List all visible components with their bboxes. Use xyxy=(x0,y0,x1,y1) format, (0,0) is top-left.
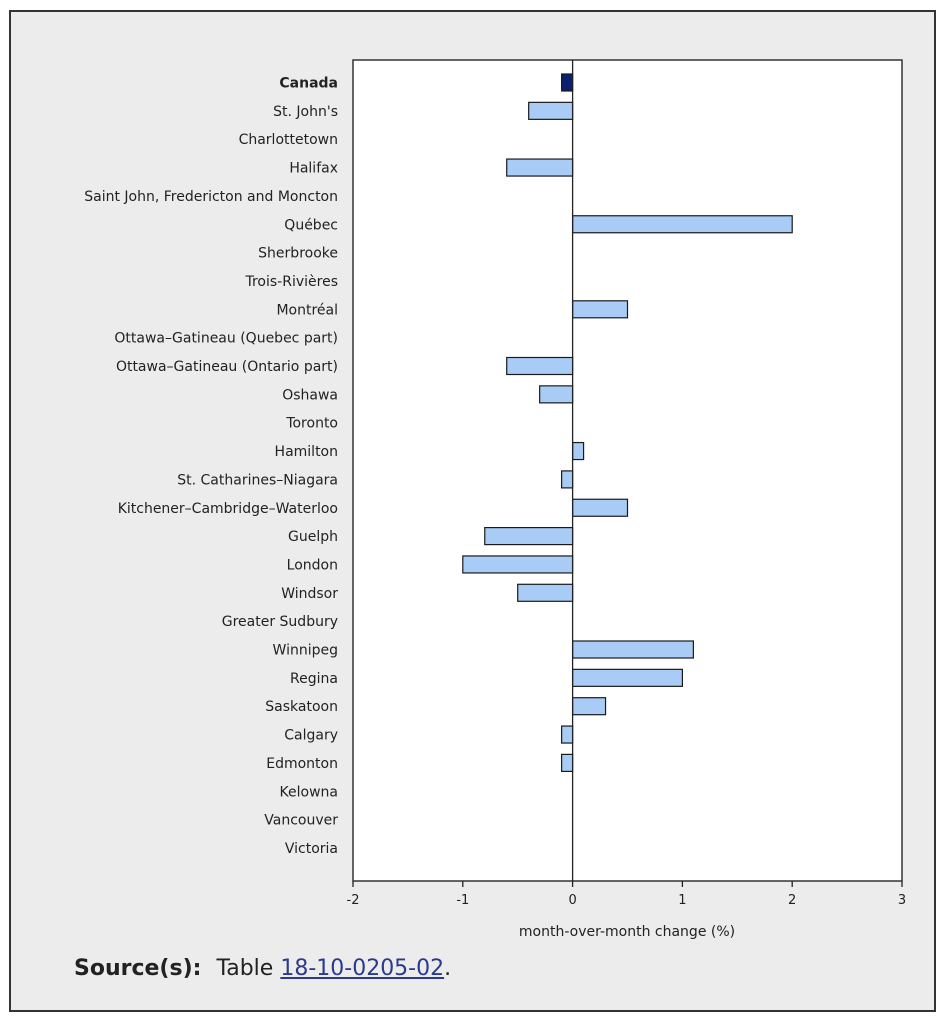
category-label: Hamilton xyxy=(275,444,338,460)
source-prefix: Table xyxy=(216,956,274,981)
category-label: Ottawa–Gatineau (Ontario part) xyxy=(116,359,338,375)
bar xyxy=(462,555,574,574)
category-label: Victoria xyxy=(285,841,338,857)
bars-layer xyxy=(462,73,793,773)
bar xyxy=(571,300,629,319)
category-label: Trois-Rivières xyxy=(244,274,338,290)
category-label: Regina xyxy=(290,671,338,687)
source-suffix: . xyxy=(444,956,452,981)
category-label: Toronto xyxy=(285,416,338,432)
x-axis: -2 -1 0 1 2 3 xyxy=(347,60,906,908)
bar xyxy=(561,753,574,773)
bar xyxy=(484,526,574,546)
bar xyxy=(571,668,683,687)
bar xyxy=(561,470,574,489)
bar xyxy=(539,385,574,404)
bar xyxy=(571,441,585,461)
category-label: Charlottetown xyxy=(239,132,338,148)
source-label: Source(s): xyxy=(74,956,202,981)
category-label: Vancouver xyxy=(264,813,338,829)
bar xyxy=(571,640,694,659)
category-label: Sherbrooke xyxy=(258,246,338,262)
x-tick-label: 3 xyxy=(898,893,906,908)
category-labels-layer: Canada St. John's Charlottetown Halifax Sain… xyxy=(84,76,338,857)
bar xyxy=(561,725,574,744)
category-label: Oshawa xyxy=(282,387,338,403)
category-label: London xyxy=(287,557,338,573)
bar xyxy=(571,215,793,234)
x-axis-title: month-over-month change (%) xyxy=(519,924,735,940)
category-label: Greater Sudbury xyxy=(222,614,338,630)
category-label: Québec xyxy=(284,217,338,233)
x-tick-label: 1 xyxy=(678,893,686,908)
category-label: Winnipeg xyxy=(273,643,338,659)
bar xyxy=(506,158,574,177)
bar xyxy=(571,697,607,716)
category-label: Calgary xyxy=(284,728,338,744)
category-label: Windsor xyxy=(281,586,338,602)
plot-area xyxy=(352,59,903,882)
category-label: Canada xyxy=(279,76,338,92)
x-tick-label: 0 xyxy=(568,893,576,908)
x-tick-label: -2 xyxy=(347,893,360,908)
bar xyxy=(571,498,629,517)
category-label: Saint John, Fredericton and Moncton xyxy=(84,189,338,205)
category-label: Edmonton xyxy=(266,756,338,772)
x-tick-label: -1 xyxy=(456,893,469,908)
category-label: Montréal xyxy=(276,302,338,318)
category-label: St. Catharines–Niagara xyxy=(177,472,338,488)
category-label: Ottawa–Gatineau (Quebec part) xyxy=(114,331,338,347)
category-label: Saskatoon xyxy=(265,699,338,715)
source-line: Source(s): Table 18-10-0205-02. xyxy=(74,956,451,981)
bar xyxy=(528,101,574,120)
category-label: Kitchener–Cambridge–Waterloo xyxy=(118,501,338,517)
category-label: St. John's xyxy=(273,104,338,120)
bar xyxy=(506,356,574,376)
category-label: Halifax xyxy=(289,161,338,177)
bar xyxy=(517,583,574,602)
bar xyxy=(561,73,574,92)
x-tick-label: 2 xyxy=(788,893,796,908)
source-table-link[interactable]: 18-10-0205-02 xyxy=(280,956,445,981)
category-label: Kelowna xyxy=(280,784,338,800)
category-label: Guelph xyxy=(288,529,338,545)
